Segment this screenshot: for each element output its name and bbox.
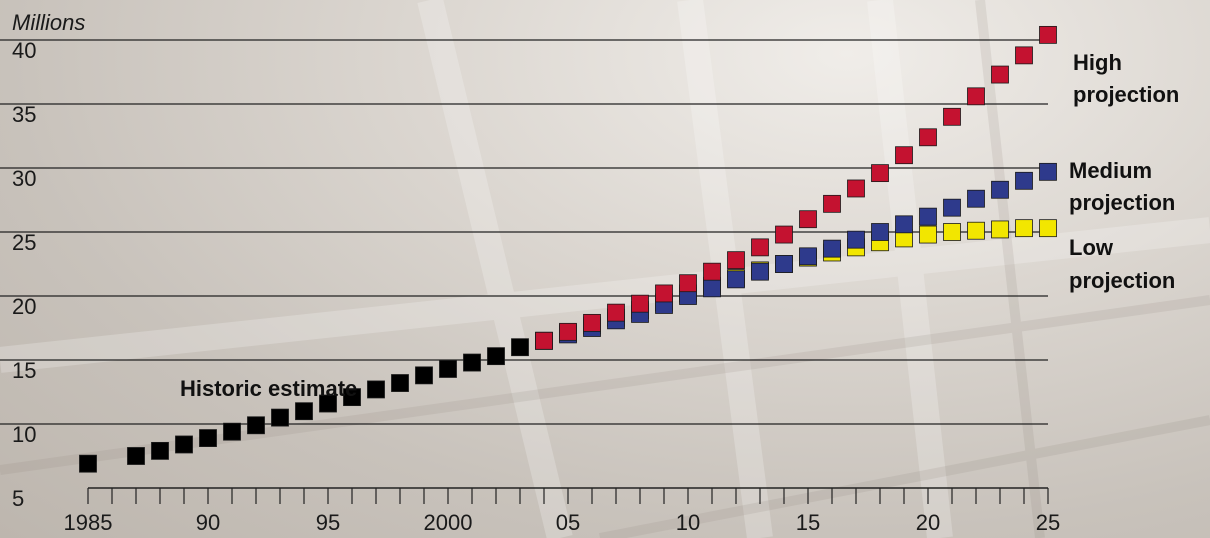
high-point: [967, 87, 985, 106]
y-axis: 5 10 15 20 25 30 35 40: [12, 38, 36, 511]
historic-point: [487, 347, 505, 366]
high-point: [991, 65, 1009, 84]
historic-point: [151, 441, 169, 460]
high-point: [847, 179, 865, 198]
historic-point: [415, 366, 433, 385]
y-tick-label: 15: [12, 358, 36, 383]
medium-projection-label: projection: [1069, 190, 1175, 215]
low-point: [919, 225, 937, 244]
low-point: [943, 223, 961, 241]
historic-point: [199, 429, 217, 447]
y-unit-label: Millions: [12, 10, 85, 35]
series-historic: [79, 338, 529, 473]
x-tick-label: 10: [676, 510, 700, 535]
low-point: [1015, 219, 1033, 238]
historic-point: [295, 402, 313, 421]
high-point: [631, 294, 649, 313]
high-point: [751, 238, 769, 257]
medium-point: [1015, 171, 1033, 190]
y-tick-label: 35: [12, 102, 36, 127]
high-point: [1039, 25, 1057, 44]
medium-point: [871, 223, 889, 241]
low-point: [1039, 219, 1057, 238]
medium-point: [727, 270, 745, 289]
high-point: [727, 251, 745, 270]
x-tick-label: 1985: [64, 510, 113, 535]
historic-point: [79, 454, 97, 473]
medium-point: [991, 180, 1009, 199]
medium-point: [703, 279, 721, 298]
low-projection-label: projection: [1069, 268, 1175, 293]
medium-projection-label: Medium: [1069, 158, 1152, 183]
high-point: [655, 284, 673, 303]
high-point: [703, 262, 721, 281]
high-point: [559, 322, 577, 341]
high-point: [943, 107, 961, 126]
historic-point: [319, 394, 337, 413]
y-tick-label: 25: [12, 230, 36, 255]
series-low: [535, 219, 1057, 350]
medium-point: [775, 255, 793, 273]
historic-point: [247, 416, 265, 435]
x-tick-label: 2000: [424, 510, 473, 535]
y-tick-label: 20: [12, 294, 36, 319]
historic-point: [223, 422, 241, 441]
medium-point: [943, 198, 961, 217]
historic-point: [175, 435, 193, 454]
historic-point: [391, 374, 409, 392]
high-point: [919, 128, 937, 147]
high-point: [871, 164, 889, 183]
high-point: [895, 146, 913, 165]
data-points: [79, 25, 1057, 473]
medium-point: [751, 262, 769, 281]
x-tick-label: 95: [316, 510, 340, 535]
medium-point: [799, 247, 817, 266]
high-point: [583, 313, 601, 332]
historic-point: [463, 353, 481, 372]
x-tick-label: 15: [796, 510, 820, 535]
x-tick-label: 05: [556, 510, 580, 535]
high-projection-label: projection: [1073, 82, 1179, 107]
medium-point: [895, 215, 913, 234]
historic-point: [271, 408, 289, 427]
gridlines: [0, 39, 1048, 425]
high-point: [535, 331, 553, 350]
medium-point: [967, 189, 985, 208]
high-point: [775, 225, 793, 244]
x-tick-label: 25: [1036, 510, 1060, 535]
x-tick-label: 90: [196, 510, 220, 535]
series-labels: Historic estimate High projection Medium pro…: [180, 50, 1179, 401]
low-point: [967, 221, 985, 240]
medium-point: [823, 239, 841, 258]
medium-point: [919, 207, 937, 226]
medium-point: [847, 230, 865, 249]
historic-point: [439, 360, 457, 378]
series-high: [535, 25, 1057, 350]
low-point: [991, 220, 1009, 239]
y-tick-label: 10: [12, 422, 36, 447]
medium-point: [1039, 162, 1057, 181]
high-point: [607, 303, 625, 322]
y-tick-label: 30: [12, 166, 36, 191]
x-axis: 1985 90 95 2000 05 10 15 20 25: [64, 487, 1060, 535]
high-point: [823, 194, 841, 213]
y-tick-label: 5: [12, 486, 24, 511]
x-tick-label: 20: [916, 510, 940, 535]
high-point: [799, 210, 817, 229]
historic-estimate-label: Historic estimate: [180, 376, 357, 401]
high-point: [679, 274, 697, 293]
low-projection-label: Low: [1069, 235, 1114, 260]
historic-point: [511, 338, 529, 357]
historic-point: [127, 447, 145, 465]
y-tick-label: 40: [12, 38, 36, 63]
historic-point: [343, 388, 361, 407]
historic-point: [367, 380, 385, 399]
high-projection-label: High: [1073, 50, 1122, 75]
high-point: [1015, 46, 1033, 65]
